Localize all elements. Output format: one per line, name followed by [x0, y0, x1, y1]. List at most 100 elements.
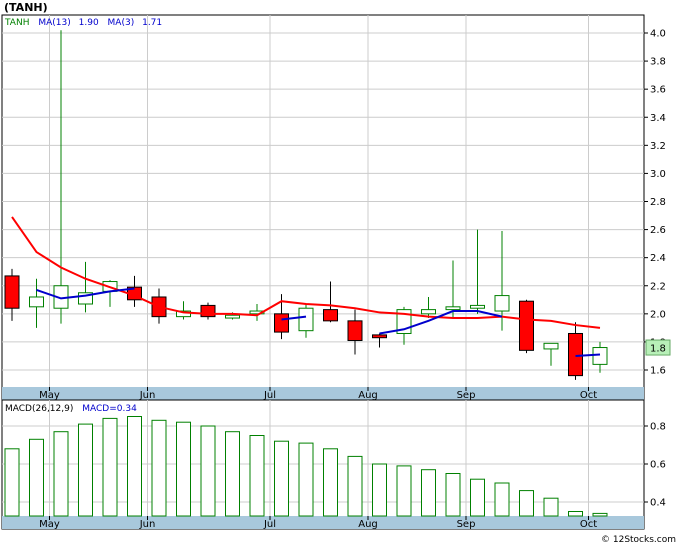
macd-y-axis: 0.4 0.6 0.8 — [644, 422, 666, 509]
macd-bar — [519, 490, 534, 517]
moving-average-lines — [11, 216, 601, 357]
candle-body — [176, 310, 191, 318]
last-price-label: 1.8 — [650, 344, 666, 355]
macd-x-tick-label: Oct — [580, 519, 597, 530]
macd-x-tick-label: Jul — [263, 519, 276, 530]
price-y-tick-label: 1.6 — [650, 366, 666, 377]
candlestick-series — [4, 30, 608, 380]
price-y-axis: 1.6 1.8 2.0 2.2 2.4 2.6 2.8 3.0 3.2 3.4 3.6 3.8 4.0 — [644, 29, 666, 377]
macd-bar — [53, 431, 69, 517]
macd-x-tick-label: Jun — [139, 519, 156, 530]
price-y-tick-label: 3.4 — [650, 113, 666, 124]
candle — [249, 304, 265, 321]
price-y-tick-label: 3.8 — [650, 57, 666, 68]
ma3-line — [575, 353, 601, 357]
macd-bar — [592, 512, 608, 517]
candle-body — [298, 307, 314, 332]
price-x-tick-label: May — [39, 390, 60, 401]
price-x-tick-label: Jul — [263, 390, 276, 401]
candle — [78, 261, 93, 313]
candle-body — [421, 309, 436, 315]
macd-bar — [543, 497, 559, 517]
price-y-tick-label: 3.0 — [650, 169, 666, 180]
candle — [323, 281, 338, 323]
legend-symbol: TANH — [4, 18, 29, 28]
last-price-badge: 1.8 — [645, 339, 671, 356]
macd-bar — [249, 435, 265, 517]
legend-ma3-value: 1.71 — [142, 18, 162, 28]
candle-body — [29, 296, 44, 308]
macd-bar — [78, 423, 93, 517]
candle — [176, 301, 191, 320]
candle — [519, 299, 534, 354]
candle-body — [519, 300, 534, 351]
legend-ma13-value: 1.90 — [79, 18, 99, 28]
macd-bar — [445, 473, 461, 517]
macd-bar — [4, 448, 20, 517]
candle-body — [274, 313, 289, 333]
ma3-line — [281, 315, 307, 321]
candle-body — [494, 295, 510, 312]
price-legend: TANH MA(13) 1.90 MA(3) 1.71 — [4, 18, 162, 28]
candle-body — [470, 304, 485, 309]
price-x-tick-label: Aug — [358, 390, 378, 401]
candle-body — [445, 306, 461, 311]
macd-bar — [372, 463, 387, 517]
candle-body — [225, 314, 240, 319]
price-x-tick-label: Sep — [457, 390, 476, 401]
macd-x-tick-label: Aug — [358, 519, 378, 530]
candle — [543, 342, 559, 366]
macd-bar — [200, 425, 216, 517]
candle — [29, 278, 44, 328]
macd-bar — [323, 448, 338, 517]
macd-bar — [102, 417, 118, 517]
macd-bar — [298, 442, 314, 517]
candle-body — [347, 320, 363, 342]
price-y-tick-label: 2.0 — [650, 309, 666, 320]
price-y-tick-label: 2.2 — [650, 281, 666, 292]
ma3-line — [36, 287, 135, 300]
macd-bar-series — [4, 416, 608, 517]
macd-bar — [347, 455, 363, 517]
price-y-tick-label: 2.8 — [650, 197, 666, 208]
candle-body — [78, 292, 93, 305]
ma3-line — [379, 310, 503, 335]
macd-bar — [396, 465, 412, 517]
price-x-tick-label: Jun — [139, 390, 156, 401]
price-y-tick-label: 3.2 — [650, 141, 666, 152]
macd-bar — [176, 421, 191, 517]
macd-bar — [470, 478, 485, 517]
macd-legend-label: MACD(26,12,9) — [5, 404, 73, 414]
candle-body — [568, 332, 583, 377]
candle — [298, 304, 314, 338]
candle — [568, 322, 583, 380]
macd-bar — [421, 469, 436, 517]
price-x-axis-band — [2, 387, 644, 400]
macd-x-tick-label: May — [39, 519, 60, 530]
legend-ma13-label: MA(13) — [38, 18, 70, 28]
macd-x-axis-band — [2, 516, 644, 529]
macd-bar — [29, 438, 44, 517]
macd-bar — [494, 482, 510, 517]
candle — [592, 341, 608, 373]
macd-bar — [127, 416, 142, 517]
candle — [494, 230, 510, 331]
candle — [4, 268, 20, 321]
macd-bar — [568, 511, 583, 517]
macd-bar — [151, 419, 167, 517]
macd-legend: MACD(26,12,9) MACD=0.34 — [5, 404, 137, 414]
price-y-tick-label: 2.6 — [650, 225, 666, 236]
candle-body — [372, 334, 387, 339]
price-panel — [1, 14, 645, 401]
site-credit: © 12Stocks.com — [601, 535, 676, 545]
macd-bar — [274, 440, 289, 517]
price-y-tick-label: 2.4 — [650, 253, 666, 264]
legend-ma3-label: MA(3) — [108, 18, 135, 28]
price-x-tick-label: Oct — [580, 390, 597, 401]
macd-y-tick-label: 0.4 — [650, 498, 666, 509]
macd-x-tick-label: Sep — [457, 519, 476, 530]
candle-body — [4, 275, 20, 309]
macd-y-tick-label: 0.6 — [650, 460, 666, 471]
macd-x-axis: May Jun Jul Aug Sep Oct — [39, 516, 597, 530]
